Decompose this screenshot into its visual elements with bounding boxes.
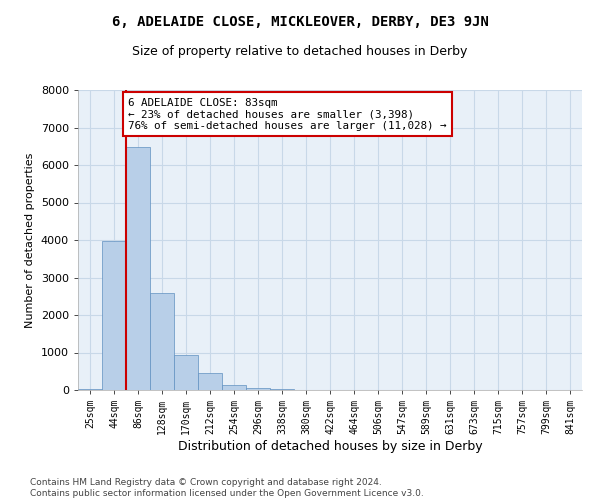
Bar: [198, 373, 222, 390]
Text: 6, ADELAIDE CLOSE, MICKLEOVER, DERBY, DE3 9JN: 6, ADELAIDE CLOSE, MICKLEOVER, DERBY, DE…: [112, 15, 488, 29]
Text: 6 ADELAIDE CLOSE: 83sqm
← 23% of detached houses are smaller (3,398)
76% of semi: 6 ADELAIDE CLOSE: 83sqm ← 23% of detache…: [128, 98, 447, 130]
Text: Size of property relative to detached houses in Derby: Size of property relative to detached ho…: [133, 45, 467, 58]
Bar: [102, 241, 126, 390]
Y-axis label: Number of detached properties: Number of detached properties: [25, 152, 35, 328]
Text: Contains HM Land Registry data © Crown copyright and database right 2024.
Contai: Contains HM Land Registry data © Crown c…: [30, 478, 424, 498]
X-axis label: Distribution of detached houses by size in Derby: Distribution of detached houses by size …: [178, 440, 482, 453]
Bar: [246, 388, 270, 390]
Bar: [78, 389, 102, 390]
Bar: [150, 293, 174, 390]
Bar: [174, 355, 198, 390]
Bar: [222, 385, 246, 390]
Bar: [126, 147, 150, 390]
Bar: [270, 389, 294, 390]
